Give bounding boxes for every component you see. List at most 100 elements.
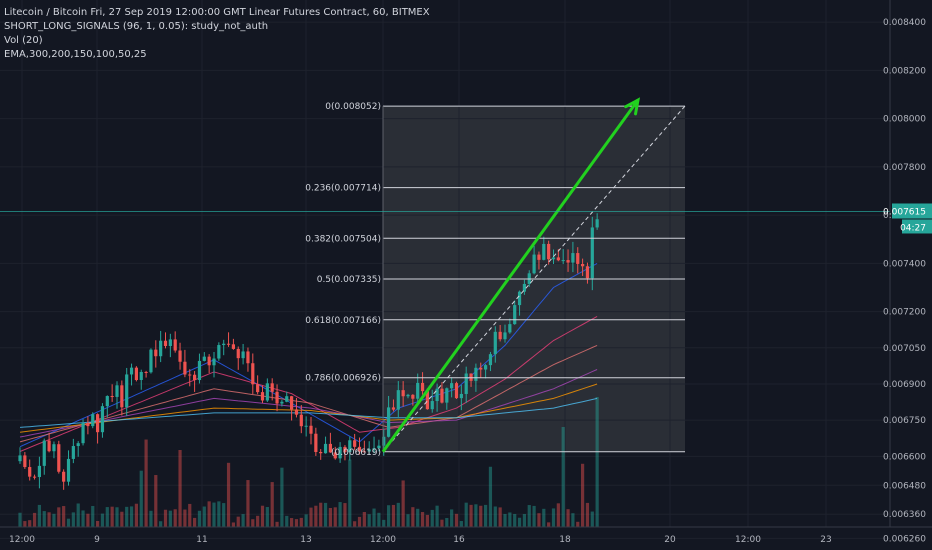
volume-bar — [479, 505, 483, 527]
candle-body — [173, 339, 177, 351]
volume-bar — [323, 502, 328, 527]
last-price-badge — [892, 203, 932, 219]
fibonacci-levels[interactable]: 0(0.008052) 0.236(0.007714) 0.382(0.007504… — [305, 102, 685, 458]
volume-bar — [406, 514, 410, 527]
time-axis[interactable]: 12:00 9 11 13 12:00 16 18 20 12:00 23 — [0, 526, 932, 545]
candle-body — [86, 422, 90, 427]
candle-body — [362, 451, 366, 453]
volume-bar — [32, 512, 37, 527]
volume-bar — [96, 520, 100, 527]
volume-bar — [571, 513, 575, 527]
price-badges: 0.007615 04:27 — [883, 203, 932, 234]
candle-body — [212, 358, 216, 366]
legend-title[interactable]: Litecoin / Bitcoin Fri, 27 Sep 2019 12:0… — [4, 7, 430, 18]
candle-body — [532, 254, 536, 274]
volume-bar — [411, 507, 415, 527]
candle-body — [513, 305, 517, 325]
volume-bar — [154, 475, 158, 527]
price-tick-label: 0.006600 — [883, 452, 926, 462]
trend-arrow[interactable] — [381, 97, 641, 453]
volume-bar — [532, 505, 536, 527]
candle-body — [372, 448, 376, 450]
candle-body — [168, 339, 172, 347]
time-tick-label: 12:00 — [370, 535, 396, 545]
candle-body — [18, 455, 22, 462]
volume-bar — [357, 516, 362, 527]
legend-indicator-ema[interactable]: EMA,300,200,150,100,50,25 — [4, 49, 147, 60]
candle-body — [357, 446, 362, 452]
candle-body — [537, 254, 541, 260]
volume-bar — [217, 501, 221, 527]
volume-bar — [464, 502, 468, 527]
legend-indicator-volume[interactable]: Vol (20) — [4, 35, 43, 46]
volume-bar — [469, 504, 473, 527]
volume-bar — [299, 517, 303, 527]
candle-body — [96, 414, 100, 433]
volume-bar — [474, 504, 478, 527]
candle-body — [251, 363, 255, 385]
candle-body — [120, 385, 124, 408]
ema-line — [19, 344, 598, 443]
volume-bar — [343, 503, 347, 527]
candle-body — [406, 394, 410, 397]
candle-body — [401, 390, 405, 397]
price-tick-label: 0.008200 — [883, 66, 926, 76]
candle-body — [435, 388, 439, 402]
price-tick-label: 0.007200 — [883, 308, 926, 318]
price-axis[interactable]: 0.0084000.0082000.0080000.0078000.007600… — [883, 0, 926, 544]
candle-body — [290, 396, 294, 410]
candle-body — [110, 396, 114, 398]
candle-body — [566, 260, 570, 263]
volume-bar — [115, 507, 119, 527]
price-tick-label: 0.006360 — [883, 510, 926, 520]
candle-body — [134, 367, 138, 381]
fib-level-label: 0.5(0.007335) — [317, 275, 381, 285]
time-tick-label: 18 — [559, 535, 571, 545]
time-tick-label: 20 — [664, 535, 676, 545]
volume-bar — [28, 520, 32, 527]
ema-lines — [19, 262, 598, 452]
ema-line — [19, 397, 598, 428]
volume-bar — [454, 513, 459, 527]
candle-body — [493, 331, 497, 355]
candle-body — [503, 332, 507, 340]
chart-legend: Litecoin / Bitcoin Fri, 27 Sep 2019 12:0… — [4, 6, 430, 62]
volume-bar — [100, 513, 105, 527]
volume-bar — [450, 509, 454, 527]
volume-bar — [396, 502, 400, 527]
volume-bar — [18, 512, 22, 527]
legend-indicator-signals[interactable]: SHORT_LONG_SIGNALS (96, 1, 0.05): study_… — [4, 21, 269, 32]
candlesticks[interactable] — [18, 213, 599, 490]
volume-bar — [590, 511, 594, 527]
candle-body — [571, 253, 575, 263]
volume-bar — [275, 521, 279, 527]
candle-body — [299, 414, 303, 427]
candle-body — [202, 356, 206, 361]
candle-body — [37, 465, 41, 478]
candle-body — [309, 425, 313, 434]
candle-body — [498, 331, 502, 340]
volume-bar — [522, 514, 526, 527]
candle-body — [275, 391, 279, 404]
candle-body — [231, 344, 235, 349]
price-tick-label: 0.007800 — [883, 163, 926, 173]
candle-body — [450, 383, 454, 389]
candle-body — [328, 443, 332, 453]
candle-body — [411, 394, 415, 399]
candle-body — [551, 257, 556, 260]
candle-body — [52, 444, 56, 452]
volume-bar — [294, 519, 299, 527]
volume-bar — [37, 504, 41, 527]
candle-body — [71, 446, 75, 459]
candle-body — [23, 455, 27, 468]
candle-body — [270, 383, 274, 392]
volume-bar — [105, 507, 109, 527]
volume-bar — [193, 517, 197, 527]
volume-bar — [125, 506, 129, 527]
candle-body — [178, 350, 182, 362]
volume-bar — [459, 521, 463, 527]
candle-body — [125, 374, 129, 408]
volume-bar — [561, 427, 565, 527]
volume-bar — [86, 513, 90, 527]
